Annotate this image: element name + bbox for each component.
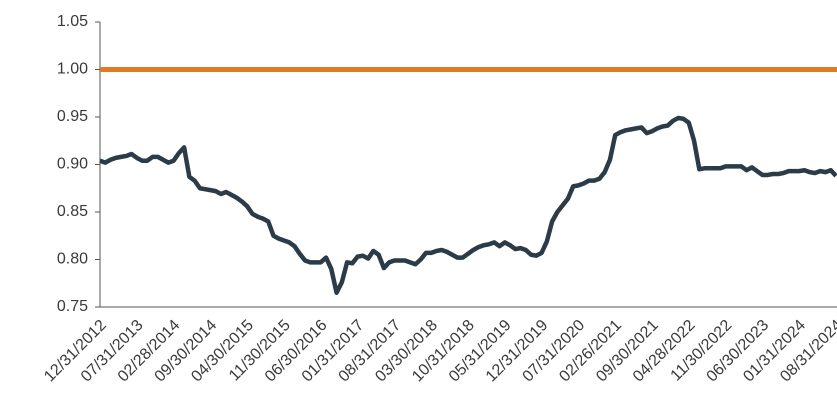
y-tick-label: 0.90	[57, 156, 88, 173]
y-tick-label: 0.80	[57, 251, 88, 268]
data-line	[99, 115, 837, 295]
y-tick-label: 1.00	[57, 61, 88, 78]
y-tick-label: 1.05	[57, 13, 88, 30]
y-tick-label: 0.75	[57, 298, 88, 315]
y-tick-label: 0.95	[57, 108, 88, 125]
y-tick-label: 0.85	[57, 203, 88, 220]
